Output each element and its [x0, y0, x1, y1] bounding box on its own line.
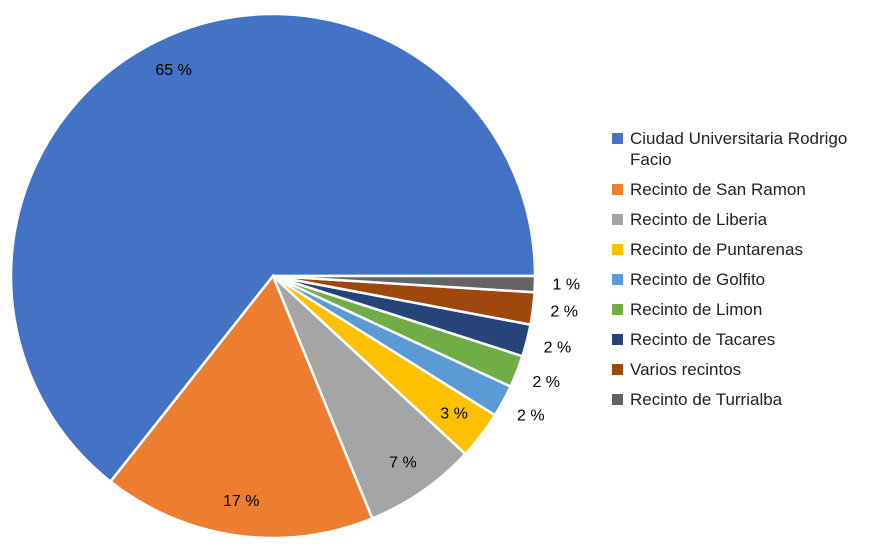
legend-label: Recinto de Limon: [630, 300, 763, 319]
legend-label: Recinto de San Ramon: [630, 180, 806, 199]
legend-item: Recinto de San Ramon: [612, 179, 862, 200]
legend-label: Recinto de Puntarenas: [630, 240, 803, 259]
data-label: 3 %: [440, 406, 468, 423]
legend-swatch: [612, 133, 623, 144]
legend-item: Recinto de Limon: [612, 299, 862, 320]
legend: Ciudad Universitaria Rodrigo Facio Recint…: [612, 128, 862, 419]
legend-swatch: [612, 334, 623, 345]
data-label: 17 %: [223, 493, 259, 510]
legend-swatch: [612, 394, 623, 405]
legend-label: Varios recintos: [630, 360, 742, 379]
legend-swatch: [612, 214, 623, 225]
data-label: 7 %: [389, 454, 417, 471]
legend-swatch: [612, 364, 623, 375]
legend-label: Recinto de Tacares: [630, 330, 776, 349]
data-label: 2 %: [532, 374, 560, 391]
legend-swatch: [612, 304, 623, 315]
data-label: 2 %: [544, 339, 572, 356]
legend-swatch: [612, 184, 623, 195]
pie-slice: [272, 274, 537, 294]
legend-item: Recinto de Turrialba: [612, 389, 862, 410]
legend-item: Recinto de Tacares: [612, 329, 862, 350]
legend-item: Ciudad Universitaria Rodrigo Facio: [612, 128, 862, 170]
pie-slice: [9, 12, 537, 484]
data-label: 2 %: [550, 304, 578, 321]
legend-swatch: [612, 244, 623, 255]
data-label: 2 %: [517, 407, 545, 424]
pie-slice: [108, 273, 374, 540]
legend-label: Recinto de Liberia: [630, 210, 768, 229]
data-label: 1 %: [553, 276, 581, 293]
legend-item: Recinto de Liberia: [612, 209, 862, 230]
pie-slice: [271, 275, 468, 521]
legend-label: Recinto de Golfito: [630, 270, 766, 289]
legend-item: Recinto de Golfito: [612, 269, 862, 290]
data-label: 65 %: [155, 62, 191, 79]
legend-label: Ciudad Universitaria Rodrigo Facio: [630, 129, 848, 169]
legend-label: Recinto de Turrialba: [630, 390, 783, 409]
legend-item: Recinto de Puntarenas: [612, 239, 862, 260]
legend-item: Varios recintos: [612, 359, 862, 380]
legend-swatch: [612, 274, 623, 285]
